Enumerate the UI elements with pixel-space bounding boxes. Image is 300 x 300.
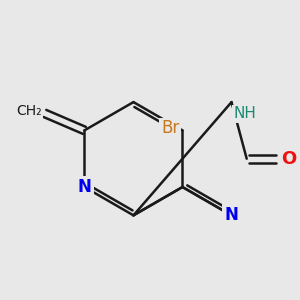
Text: Br: Br (161, 119, 179, 137)
Text: O: O (281, 150, 296, 168)
Text: CH₂: CH₂ (16, 104, 41, 118)
Text: NH: NH (234, 106, 256, 122)
Text: N: N (77, 178, 92, 196)
Text: N: N (225, 206, 238, 224)
